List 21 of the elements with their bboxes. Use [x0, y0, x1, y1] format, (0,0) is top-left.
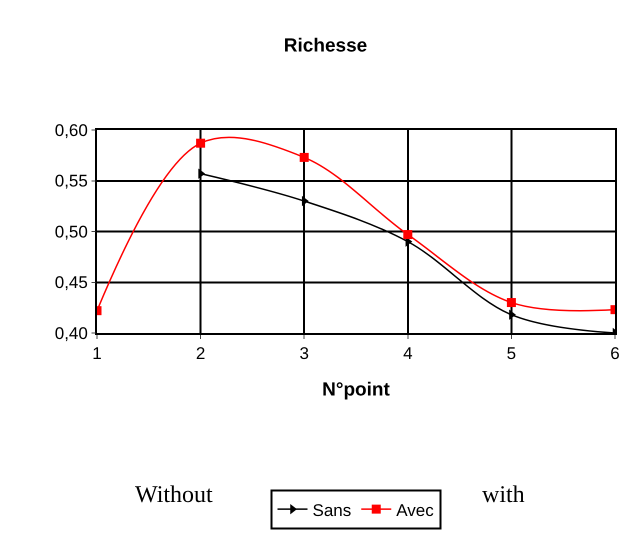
chart-title: Richesse — [284, 36, 368, 57]
point — [506, 298, 516, 308]
x-tick-label: 2 — [196, 344, 206, 364]
y-tick-label: 0,60 — [54, 120, 88, 140]
text: with — [482, 482, 525, 508]
text: Without — [135, 482, 214, 508]
point — [300, 152, 309, 162]
legend-label: Avec — [396, 500, 434, 520]
y-tick-label: 0,45 — [54, 273, 88, 292]
legend-label: Sans — [312, 500, 352, 520]
x-axis-title: N°point — [322, 379, 391, 400]
x-tick-label: 3 — [299, 344, 309, 364]
x-tick-label: 5 — [506, 344, 516, 364]
x-tick-label: 4 — [403, 344, 413, 364]
y-tick-label: 0,40 — [54, 324, 88, 343]
point — [196, 138, 206, 148]
y-tick-label: 0,55 — [54, 172, 88, 191]
y-tick-label: 0,50 — [54, 222, 88, 242]
x-tick-label: 6 — [610, 344, 620, 364]
point — [403, 230, 412, 240]
x-tick-label: 1 — [92, 344, 102, 364]
